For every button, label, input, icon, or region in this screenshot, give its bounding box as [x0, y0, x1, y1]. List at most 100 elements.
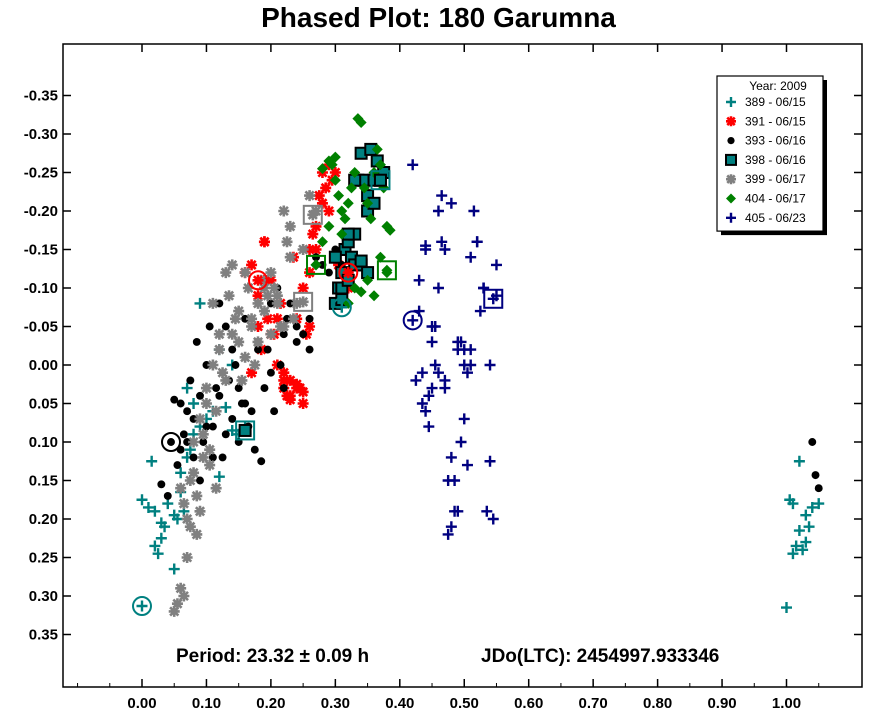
data-point	[793, 455, 805, 467]
data-point	[287, 313, 299, 325]
data-point	[181, 382, 193, 394]
data-point	[252, 321, 264, 332]
data-point	[188, 467, 200, 479]
data-point	[213, 471, 225, 483]
data-point	[268, 282, 280, 294]
data-point	[260, 384, 269, 393]
data-point	[305, 314, 314, 323]
data-point	[342, 197, 354, 209]
data-point	[465, 359, 477, 371]
data-point	[442, 528, 454, 540]
data-point	[345, 182, 357, 194]
data-point	[246, 259, 258, 271]
data-point	[163, 491, 172, 500]
data-point	[271, 313, 283, 325]
data-point	[452, 505, 464, 517]
data-point	[270, 407, 279, 416]
data-point	[149, 540, 161, 552]
data-point	[228, 345, 237, 354]
data-point	[173, 461, 182, 470]
data-point	[184, 521, 196, 533]
data-point	[371, 143, 383, 155]
data-point	[803, 521, 815, 533]
data-point	[432, 205, 444, 217]
data-point	[175, 482, 187, 494]
data-point	[278, 374, 290, 386]
data-point	[168, 509, 180, 521]
x-tick-label: 0.50	[450, 695, 479, 712]
data-point	[196, 391, 204, 400]
data-point	[207, 359, 219, 371]
data-point	[220, 374, 232, 386]
data-point	[286, 299, 295, 308]
data-point	[178, 498, 190, 510]
data-point	[310, 220, 322, 232]
x-tick-label: 0.70	[579, 695, 608, 712]
legend-label: 391 - 06/15	[745, 114, 806, 128]
highlighted-point	[338, 262, 359, 283]
y-tick-label: -0.15	[24, 242, 58, 259]
data-point	[168, 605, 180, 617]
data-point	[146, 455, 158, 467]
data-point	[223, 290, 235, 302]
data-point	[197, 428, 209, 440]
highlighted-point	[370, 170, 391, 191]
y-tick-label: -0.35	[24, 88, 58, 105]
data-point	[432, 282, 444, 294]
data-point	[210, 405, 222, 417]
data-point	[142, 501, 154, 513]
data-point	[423, 390, 435, 402]
data-point	[183, 438, 192, 446]
data-point	[246, 321, 258, 332]
data-point	[316, 163, 328, 175]
highlighted-points	[132, 170, 504, 617]
data-point	[355, 116, 367, 128]
data-point	[200, 398, 212, 409]
y-tick-label: 0.35	[29, 627, 58, 644]
data-point	[220, 267, 232, 279]
y-tick-label: 0.30	[29, 588, 58, 605]
y-tick-label: 0.15	[29, 473, 58, 490]
x-tick-label: 0.90	[707, 695, 736, 712]
highlighted-point	[402, 310, 423, 331]
data-point	[362, 197, 374, 209]
data-point	[202, 422, 211, 431]
legend-title: Year: 2009	[749, 79, 807, 93]
data-point	[189, 414, 198, 423]
data-point	[257, 457, 266, 466]
data-point	[800, 509, 812, 521]
data-point	[178, 590, 190, 602]
data-point	[474, 305, 486, 317]
data-point	[320, 182, 332, 194]
data-point	[436, 190, 448, 202]
data-point	[426, 382, 438, 394]
data-point	[152, 548, 164, 560]
data-point	[254, 345, 262, 354]
data-point	[191, 490, 203, 502]
data-point	[218, 453, 227, 462]
data-point	[266, 368, 275, 377]
data-point	[304, 244, 316, 255]
data-point	[468, 205, 480, 217]
data-point	[200, 382, 212, 394]
highlighted-point	[248, 270, 269, 291]
data-point	[324, 268, 333, 277]
x-axis: 0.00 0.10 0.20 0.30 0.40 0.50 0.60 0.70 0.80 0.90…	[77, 44, 820, 712]
highlighted-point	[376, 260, 397, 281]
data-point	[252, 336, 264, 348]
data-point	[787, 548, 799, 560]
data-point	[471, 236, 483, 248]
data-point	[188, 398, 200, 409]
data-point	[183, 407, 192, 416]
x-tick-label: 0.60	[514, 695, 543, 712]
y-tick-label: 0.10	[29, 434, 58, 451]
data-point	[354, 254, 368, 268]
data-point	[333, 190, 345, 202]
data-point	[221, 430, 230, 439]
data-point	[207, 297, 219, 309]
data-point	[781, 602, 792, 614]
x-tick-label: 0.80	[643, 695, 672, 712]
highlighted-point	[483, 288, 504, 309]
data-point	[189, 453, 198, 462]
legend-entry: 398 - 06/16	[725, 153, 806, 167]
